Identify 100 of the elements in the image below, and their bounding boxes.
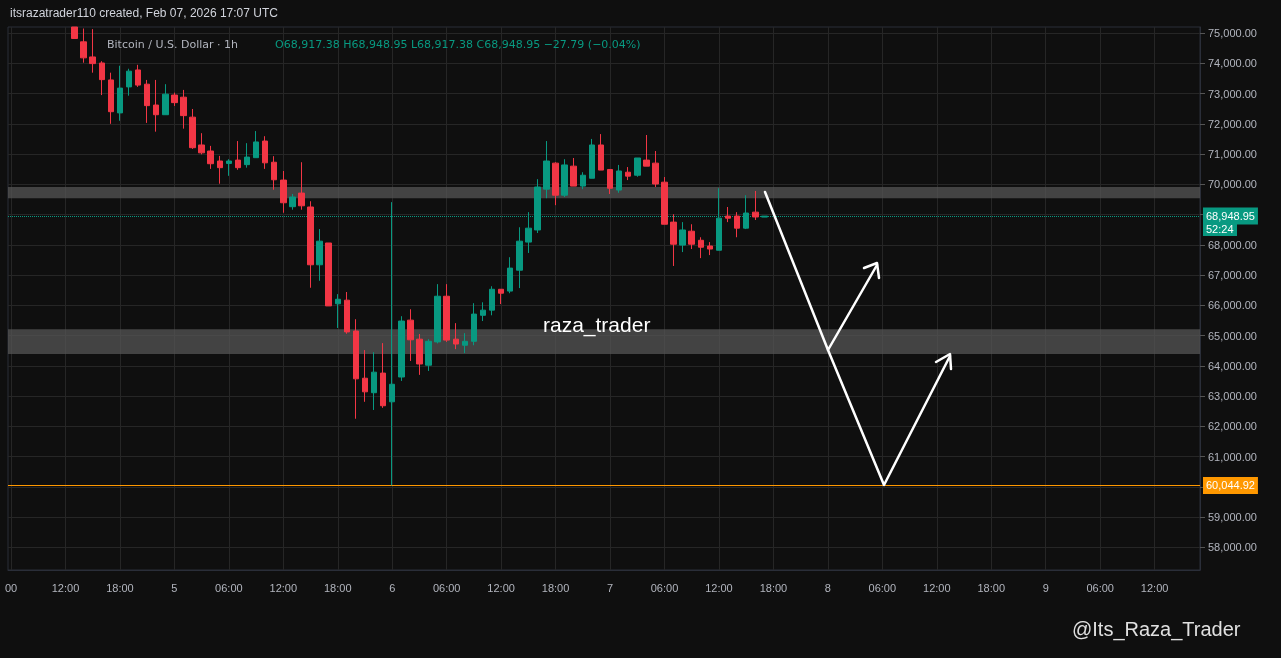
- candlestick: [434, 283, 441, 344]
- candlestick: [607, 168, 613, 195]
- x-tick-label: 5: [171, 581, 178, 594]
- text: 52:24: [1203, 222, 1237, 236]
- candlestick: [516, 226, 523, 289]
- candlestick: [679, 221, 686, 253]
- candlestick: [634, 157, 641, 178]
- candlestick: [616, 164, 622, 194]
- x-tick-label: 12:00: [705, 581, 733, 594]
- candlestick: [126, 68, 132, 97]
- candlestick: [226, 158, 232, 177]
- candlestick: [316, 228, 323, 282]
- candlestick: [344, 291, 350, 335]
- x-tick-label: 12:00: [51, 581, 80, 594]
- candlestick: [416, 333, 423, 376]
- candlestick: [698, 236, 704, 259]
- candlestick: [171, 92, 178, 107]
- candlestick: [207, 145, 214, 170]
- candlestick: [189, 108, 196, 150]
- x-tick-label: 00: [4, 581, 18, 594]
- candlestick: [235, 140, 241, 171]
- candlestick: [371, 351, 377, 411]
- y-tick-label: 68,000.00: [1208, 238, 1257, 251]
- candlestick: [180, 89, 187, 130]
- annotation: raza_trader: [543, 313, 651, 337]
- candlestick: [471, 302, 477, 346]
- candlestick: [570, 157, 577, 187]
- x-tick-label: 7: [606, 581, 614, 594]
- x-tick-label: 12:00: [923, 581, 951, 594]
- candlestick: [407, 308, 414, 362]
- candlestick: [271, 155, 277, 191]
- candlestick: [462, 332, 468, 354]
- candlestick: [353, 318, 359, 420]
- ref-line-label: 60,044.92: [1206, 479, 1255, 492]
- y-tick-label: 62,000.00: [1208, 420, 1257, 433]
- x-tick-label: 06:00: [650, 581, 679, 594]
- x-tick-label: 12:00: [1140, 581, 1169, 594]
- ref-line-label: 68,948.95: [1206, 210, 1255, 223]
- candlestick: [99, 60, 105, 96]
- x-tick-label: 12:00: [269, 581, 298, 594]
- candlestick: [253, 130, 259, 159]
- candlestick: [589, 138, 595, 179]
- candlestick: [398, 315, 405, 382]
- candlestick: [688, 223, 695, 250]
- candlestick: [289, 193, 296, 211]
- candlestick: [507, 256, 513, 294]
- candlestick: [561, 158, 568, 198]
- y-tick-label: 63,000.00: [1208, 390, 1257, 403]
- candlestick: [89, 28, 96, 74]
- candlestick: [725, 206, 731, 223]
- y-tick-label: 64,000.00: [1208, 359, 1257, 372]
- candlestick: [244, 142, 250, 169]
- candlestick: [489, 285, 495, 316]
- candlestick: [217, 155, 223, 185]
- x-tick-label: 18:00: [541, 581, 570, 594]
- candlestick: [198, 132, 205, 155]
- x-tick-label: 6: [389, 581, 396, 594]
- candlestick: [80, 28, 87, 64]
- x-tick-label: 9: [1042, 581, 1049, 594]
- candlestick: [453, 322, 459, 350]
- candlestick: [362, 349, 368, 403]
- y-tick-label: 72,000.00: [1208, 117, 1257, 130]
- x-tick-label: 06:00: [1086, 581, 1114, 594]
- y-tick-label: 70,000.00: [1208, 178, 1257, 191]
- y-tick-label: 59,000.00: [1208, 511, 1257, 524]
- candlestick: [580, 171, 586, 190]
- text: Bitcoin / U.S. Dollar · 1h: [107, 38, 239, 51]
- x-tick-label: 06:00: [432, 581, 461, 594]
- x-tick-label: 8: [824, 581, 831, 594]
- candlestick: [498, 288, 504, 305]
- y-tick-label: 66,000.00: [1208, 299, 1257, 312]
- candlestick: [652, 150, 659, 188]
- y-tick-label: 61,000.00: [1208, 450, 1257, 463]
- x-tick-label: 18:00: [759, 581, 788, 594]
- candlestick: [280, 170, 287, 214]
- y-tick-label: 74,000.00: [1208, 57, 1257, 70]
- candlestick: [752, 190, 759, 221]
- candlestick: [307, 200, 314, 289]
- y-tick-label: 73,000.00: [1208, 87, 1257, 100]
- candlestick: [670, 213, 677, 267]
- candlestick: [443, 283, 450, 343]
- candlestick: [162, 83, 169, 116]
- x-tick-label: 12:00: [487, 581, 515, 594]
- candlestick: [661, 176, 668, 225]
- candlestick: [643, 134, 650, 167]
- x-tick-label: 06:00: [868, 581, 897, 594]
- candlestick: [625, 166, 631, 181]
- candlestick: [71, 26, 78, 39]
- candlestick: [135, 64, 141, 88]
- y-tick-label: 71,000.00: [1208, 148, 1257, 161]
- x-tick-label: 18:00: [324, 581, 352, 594]
- candlestick: [262, 135, 268, 170]
- candlestick: [117, 65, 123, 122]
- candlestick: [144, 79, 150, 124]
- y-tick-label: 67,000.00: [1208, 269, 1257, 282]
- x-tick-label: 18:00: [977, 581, 1006, 594]
- text: @Its_Raza_Trader: [1072, 618, 1241, 641]
- candlestick: [480, 301, 486, 322]
- y-tick-label: 58,000.00: [1208, 541, 1257, 554]
- candlestick: [552, 161, 559, 206]
